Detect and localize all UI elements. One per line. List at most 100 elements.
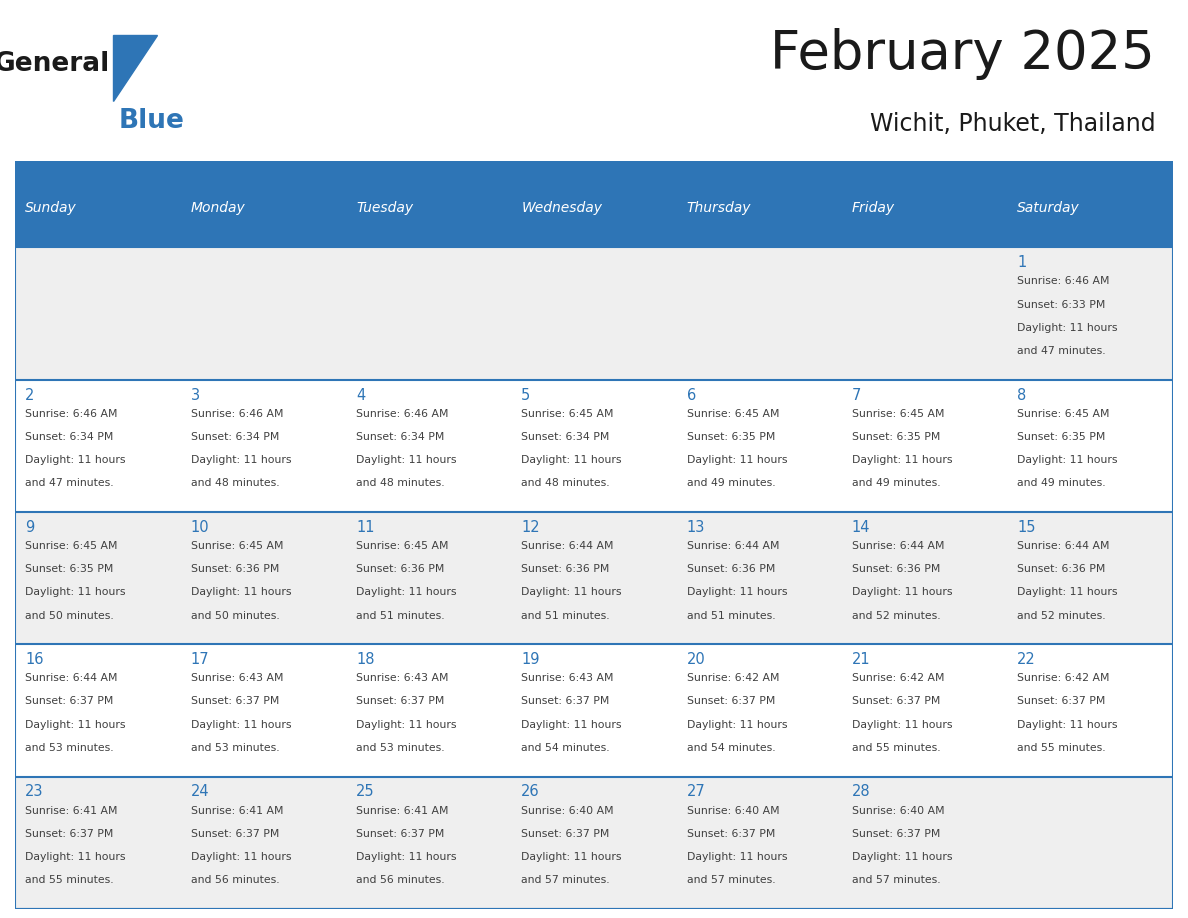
Text: Daylight: 11 hours: Daylight: 11 hours <box>852 720 953 730</box>
FancyBboxPatch shape <box>346 247 511 380</box>
Text: Daylight: 11 hours: Daylight: 11 hours <box>852 852 953 862</box>
Text: Wichit, Phuket, Thailand: Wichit, Phuket, Thailand <box>870 112 1155 136</box>
FancyBboxPatch shape <box>511 380 677 512</box>
Text: 21: 21 <box>852 652 871 667</box>
Text: Sunrise: 6:46 AM: Sunrise: 6:46 AM <box>190 409 283 419</box>
Text: Sunrise: 6:40 AM: Sunrise: 6:40 AM <box>522 806 614 815</box>
Text: Sunset: 6:37 PM: Sunset: 6:37 PM <box>356 829 444 839</box>
Text: Sunset: 6:37 PM: Sunset: 6:37 PM <box>687 829 775 839</box>
Text: and 57 minutes.: and 57 minutes. <box>687 875 776 885</box>
Text: February 2025: February 2025 <box>771 28 1155 80</box>
Text: Daylight: 11 hours: Daylight: 11 hours <box>1017 455 1118 465</box>
Text: 28: 28 <box>852 785 871 800</box>
Text: Sunset: 6:36 PM: Sunset: 6:36 PM <box>852 565 940 574</box>
FancyBboxPatch shape <box>511 168 677 247</box>
Text: Sunset: 6:34 PM: Sunset: 6:34 PM <box>522 431 609 442</box>
Text: Sunset: 6:37 PM: Sunset: 6:37 PM <box>1017 697 1106 707</box>
FancyBboxPatch shape <box>181 512 346 644</box>
Text: and 54 minutes.: and 54 minutes. <box>687 743 776 753</box>
Text: Sunset: 6:37 PM: Sunset: 6:37 PM <box>190 697 279 707</box>
FancyBboxPatch shape <box>346 644 511 777</box>
Text: and 47 minutes.: and 47 minutes. <box>1017 346 1106 356</box>
FancyBboxPatch shape <box>181 168 346 247</box>
FancyBboxPatch shape <box>677 380 842 512</box>
Text: Sunrise: 6:42 AM: Sunrise: 6:42 AM <box>687 673 779 683</box>
Text: and 54 minutes.: and 54 minutes. <box>522 743 609 753</box>
FancyBboxPatch shape <box>842 247 1007 380</box>
Text: 8: 8 <box>1017 387 1026 403</box>
Text: and 47 minutes.: and 47 minutes. <box>25 478 114 488</box>
FancyBboxPatch shape <box>15 777 181 909</box>
Text: Daylight: 11 hours: Daylight: 11 hours <box>522 588 621 598</box>
Text: and 53 minutes.: and 53 minutes. <box>25 743 114 753</box>
Text: Daylight: 11 hours: Daylight: 11 hours <box>190 852 291 862</box>
Text: and 57 minutes.: and 57 minutes. <box>852 875 941 885</box>
Text: Thursday: Thursday <box>687 201 751 215</box>
Text: Sunset: 6:37 PM: Sunset: 6:37 PM <box>852 829 940 839</box>
Text: 18: 18 <box>356 652 374 667</box>
Text: 9: 9 <box>25 520 34 535</box>
FancyBboxPatch shape <box>15 161 1173 168</box>
Text: 23: 23 <box>25 785 44 800</box>
FancyBboxPatch shape <box>842 380 1007 512</box>
FancyBboxPatch shape <box>842 168 1007 247</box>
Text: Sunrise: 6:45 AM: Sunrise: 6:45 AM <box>356 541 448 551</box>
Text: Wednesday: Wednesday <box>522 201 602 215</box>
Text: and 55 minutes.: and 55 minutes. <box>25 875 114 885</box>
Text: Daylight: 11 hours: Daylight: 11 hours <box>852 455 953 465</box>
Text: Daylight: 11 hours: Daylight: 11 hours <box>25 455 126 465</box>
FancyBboxPatch shape <box>15 380 181 512</box>
Text: Daylight: 11 hours: Daylight: 11 hours <box>522 455 621 465</box>
Text: Daylight: 11 hours: Daylight: 11 hours <box>190 455 291 465</box>
Text: Sunrise: 6:43 AM: Sunrise: 6:43 AM <box>356 673 448 683</box>
Text: Daylight: 11 hours: Daylight: 11 hours <box>190 720 291 730</box>
Text: Sunset: 6:36 PM: Sunset: 6:36 PM <box>356 565 444 574</box>
Text: and 51 minutes.: and 51 minutes. <box>356 610 444 621</box>
Text: Sunset: 6:36 PM: Sunset: 6:36 PM <box>1017 565 1106 574</box>
Text: Sunset: 6:34 PM: Sunset: 6:34 PM <box>25 431 114 442</box>
Text: Sunrise: 6:40 AM: Sunrise: 6:40 AM <box>852 806 944 815</box>
Text: Sunset: 6:37 PM: Sunset: 6:37 PM <box>522 697 609 707</box>
FancyBboxPatch shape <box>1007 168 1173 247</box>
Text: and 57 minutes.: and 57 minutes. <box>522 875 609 885</box>
Text: and 53 minutes.: and 53 minutes. <box>190 743 279 753</box>
Text: 10: 10 <box>190 520 209 535</box>
Text: General: General <box>0 50 110 77</box>
Text: Sunrise: 6:41 AM: Sunrise: 6:41 AM <box>356 806 448 815</box>
Text: Daylight: 11 hours: Daylight: 11 hours <box>356 852 456 862</box>
FancyBboxPatch shape <box>1007 380 1173 512</box>
FancyBboxPatch shape <box>677 168 842 247</box>
Text: and 52 minutes.: and 52 minutes. <box>852 610 941 621</box>
Text: and 52 minutes.: and 52 minutes. <box>1017 610 1106 621</box>
Text: Daylight: 11 hours: Daylight: 11 hours <box>1017 323 1118 332</box>
Text: Sunday: Sunday <box>25 201 77 215</box>
FancyBboxPatch shape <box>346 777 511 909</box>
Text: Sunset: 6:33 PM: Sunset: 6:33 PM <box>1017 299 1106 309</box>
Text: Sunset: 6:35 PM: Sunset: 6:35 PM <box>687 431 775 442</box>
Text: Sunrise: 6:44 AM: Sunrise: 6:44 AM <box>522 541 614 551</box>
FancyBboxPatch shape <box>511 247 677 380</box>
Text: Sunset: 6:37 PM: Sunset: 6:37 PM <box>190 829 279 839</box>
Text: and 53 minutes.: and 53 minutes. <box>356 743 444 753</box>
Text: Sunset: 6:34 PM: Sunset: 6:34 PM <box>356 431 444 442</box>
Text: Friday: Friday <box>852 201 895 215</box>
Text: and 49 minutes.: and 49 minutes. <box>1017 478 1106 488</box>
Text: 15: 15 <box>1017 520 1036 535</box>
FancyBboxPatch shape <box>677 644 842 777</box>
FancyBboxPatch shape <box>346 512 511 644</box>
FancyBboxPatch shape <box>511 512 677 644</box>
Text: 1: 1 <box>1017 255 1026 270</box>
Text: Blue: Blue <box>119 107 185 134</box>
Text: 11: 11 <box>356 520 374 535</box>
Text: Sunset: 6:37 PM: Sunset: 6:37 PM <box>25 829 114 839</box>
Text: Sunrise: 6:45 AM: Sunrise: 6:45 AM <box>25 541 118 551</box>
FancyBboxPatch shape <box>181 380 346 512</box>
Text: Sunset: 6:36 PM: Sunset: 6:36 PM <box>522 565 609 574</box>
Text: and 50 minutes.: and 50 minutes. <box>190 610 279 621</box>
Text: Sunrise: 6:45 AM: Sunrise: 6:45 AM <box>687 409 779 419</box>
Text: Sunrise: 6:46 AM: Sunrise: 6:46 AM <box>356 409 448 419</box>
Text: and 49 minutes.: and 49 minutes. <box>852 478 941 488</box>
Text: 26: 26 <box>522 785 539 800</box>
Polygon shape <box>113 36 157 101</box>
FancyBboxPatch shape <box>346 168 511 247</box>
